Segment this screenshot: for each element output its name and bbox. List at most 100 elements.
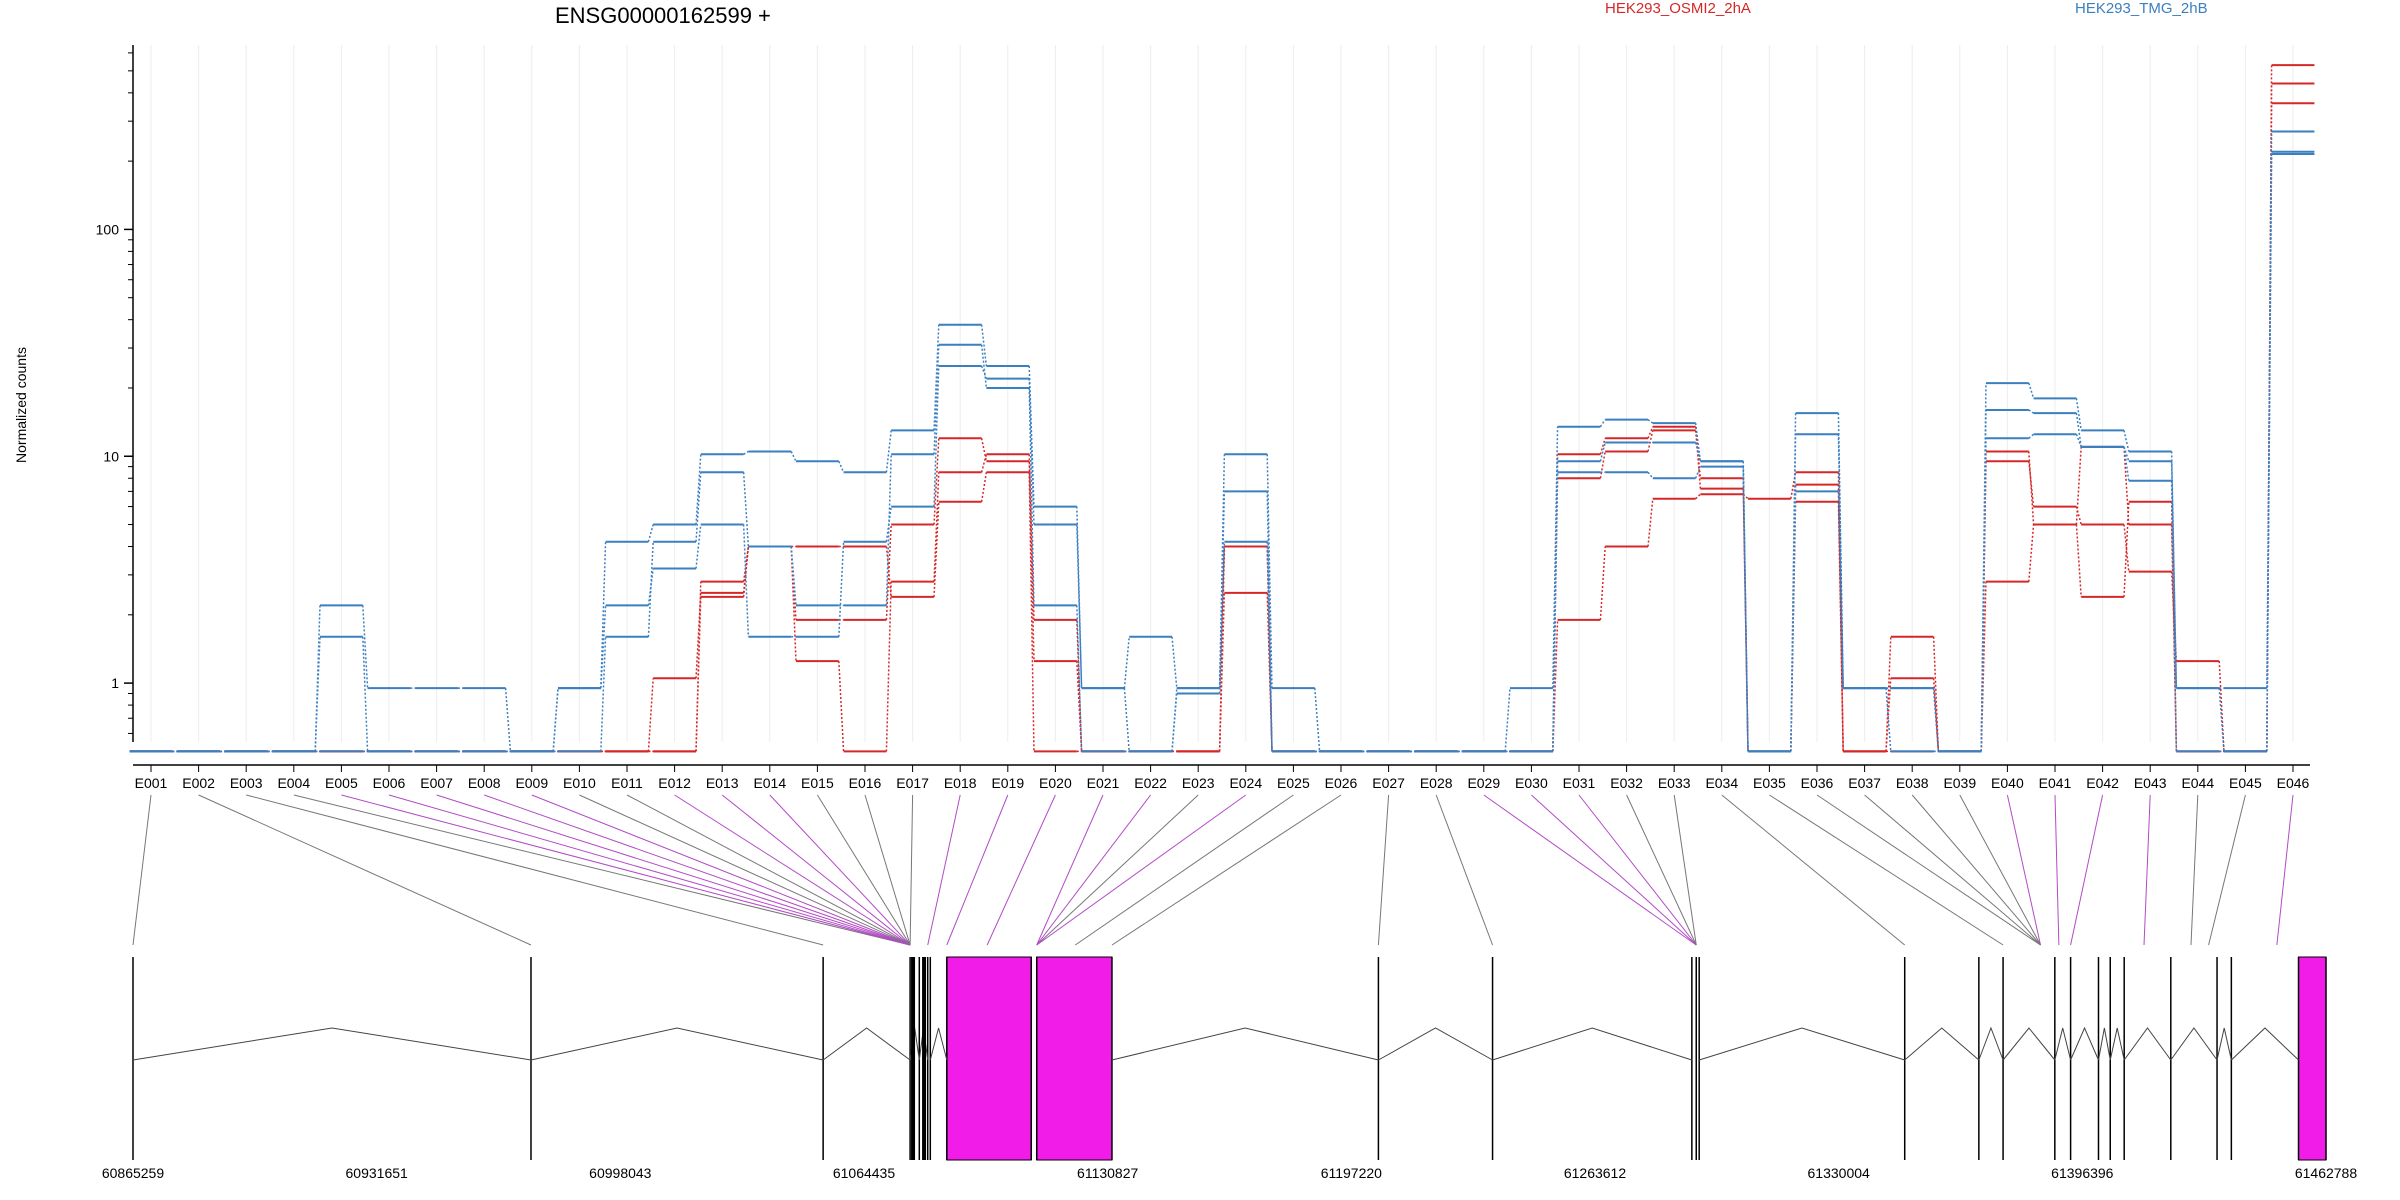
x-tick-label: E016	[849, 775, 882, 791]
series-transition	[2075, 398, 2082, 431]
series-transition	[1694, 442, 1702, 462]
series-transition	[362, 636, 369, 752]
exon-connector	[2143, 794, 2151, 946]
exon-connector	[1036, 794, 1199, 946]
exon-connector	[246, 794, 824, 946]
series-transition	[2075, 506, 2082, 525]
coordinate-label: 60998043	[589, 1165, 652, 1181]
exon-connector	[1377, 794, 1390, 946]
series-transition	[1694, 423, 1702, 462]
x-tick-label: E041	[2039, 775, 2072, 791]
y-axis-label: Normalized counts	[13, 347, 29, 463]
x-tick-label: E013	[706, 775, 739, 791]
x-tick-label: E011	[611, 775, 643, 791]
series-transition	[1599, 438, 1606, 455]
y-tick-label: 100	[96, 221, 120, 237]
x-tick-label: E030	[1515, 775, 1548, 791]
series-transition	[1552, 461, 1559, 752]
series-transition	[1266, 454, 1273, 689]
series-transition	[2028, 382, 2035, 399]
gene-model: 60865259 60931651 60998043 61064435 61130827…	[102, 956, 2357, 1181]
coordinate-label: 60865259	[102, 1165, 165, 1181]
series-transition	[1742, 466, 1749, 752]
series-transition	[695, 596, 702, 752]
series-transition	[885, 546, 892, 597]
exon-connector	[388, 794, 911, 946]
exon-connector	[1673, 794, 1697, 946]
x-tick-label: E021	[1087, 775, 1120, 791]
exon-connector	[864, 794, 911, 946]
coordinate-label: 61130827	[1077, 1165, 1138, 1181]
exon-connector	[2054, 794, 2060, 946]
x-tick-label: E022	[1134, 775, 1167, 791]
series-transition	[1314, 688, 1321, 752]
series-1	[129, 64, 2315, 753]
series-transition	[1790, 472, 1797, 499]
series-transition	[1790, 491, 1797, 752]
series-transition	[1076, 524, 1083, 689]
intron-line	[132, 1027, 532, 1061]
x-tick-label: E014	[753, 775, 786, 791]
series-transition	[600, 605, 607, 689]
series-transition	[790, 451, 797, 462]
exon-connector	[341, 794, 911, 946]
exon-connector	[1483, 794, 1697, 946]
series-transition	[2170, 571, 2178, 662]
series-transition	[838, 461, 845, 473]
series-transition	[1885, 688, 1892, 752]
intron-line	[929, 1027, 948, 1061]
coordinate-label: 61064435	[833, 1165, 896, 1181]
exon-connector	[436, 794, 911, 946]
series-transition	[1266, 491, 1273, 752]
series-transition	[362, 605, 369, 689]
series-transition	[1885, 636, 1892, 752]
x-tick-label: E007	[420, 775, 453, 791]
x-tick-label: E008	[468, 775, 501, 791]
x-tick-label: E012	[658, 775, 691, 791]
series-transition	[933, 365, 940, 507]
intron-line	[2109, 1027, 2125, 1061]
exon-connector	[293, 794, 911, 946]
exon-connector	[1959, 794, 2041, 946]
exon-connector	[946, 794, 1009, 946]
series-transition	[2218, 661, 2225, 752]
series-transition	[1028, 378, 1035, 525]
series-transition	[1742, 461, 1749, 752]
series-transition	[1932, 636, 1940, 752]
series-transition	[885, 430, 892, 473]
series-transition	[1599, 419, 1606, 428]
x-tick-label: E029	[1467, 775, 1500, 791]
exon-connector	[1074, 794, 1294, 946]
series-transition	[1218, 592, 1226, 752]
series-transition	[1171, 636, 1178, 689]
series-transition	[1028, 461, 1035, 662]
series-transition	[2028, 451, 2035, 525]
x-tick-label: E002	[182, 775, 215, 791]
series-transition	[1932, 678, 1940, 752]
exon-connector	[909, 794, 914, 946]
coordinate-label: 61197220	[1321, 1165, 1382, 1181]
x-tick-label: E001	[135, 775, 168, 791]
exon-connector	[132, 794, 152, 946]
exon-connector	[2208, 794, 2246, 946]
series-transition	[1647, 430, 1654, 452]
intron-line	[2002, 1027, 2056, 1061]
exon-connector	[1626, 794, 1697, 946]
x-tick-label: E045	[2229, 775, 2262, 791]
series-transition	[2218, 688, 2225, 752]
series-transition	[980, 472, 988, 502]
intron-line	[2123, 1027, 2172, 1061]
series-transition	[2075, 412, 2082, 447]
x-tick-label: E024	[1229, 775, 1262, 791]
series-transition	[1218, 541, 1226, 694]
x-tick-label: E015	[801, 775, 834, 791]
series-transition	[838, 541, 845, 637]
exon-connector	[2276, 794, 2294, 946]
series-transition	[2028, 409, 2034, 414]
series-transition	[1599, 442, 1606, 462]
intron-line	[822, 1027, 911, 1061]
intron-line	[1904, 1027, 1980, 1061]
series-transition	[2123, 446, 2130, 481]
